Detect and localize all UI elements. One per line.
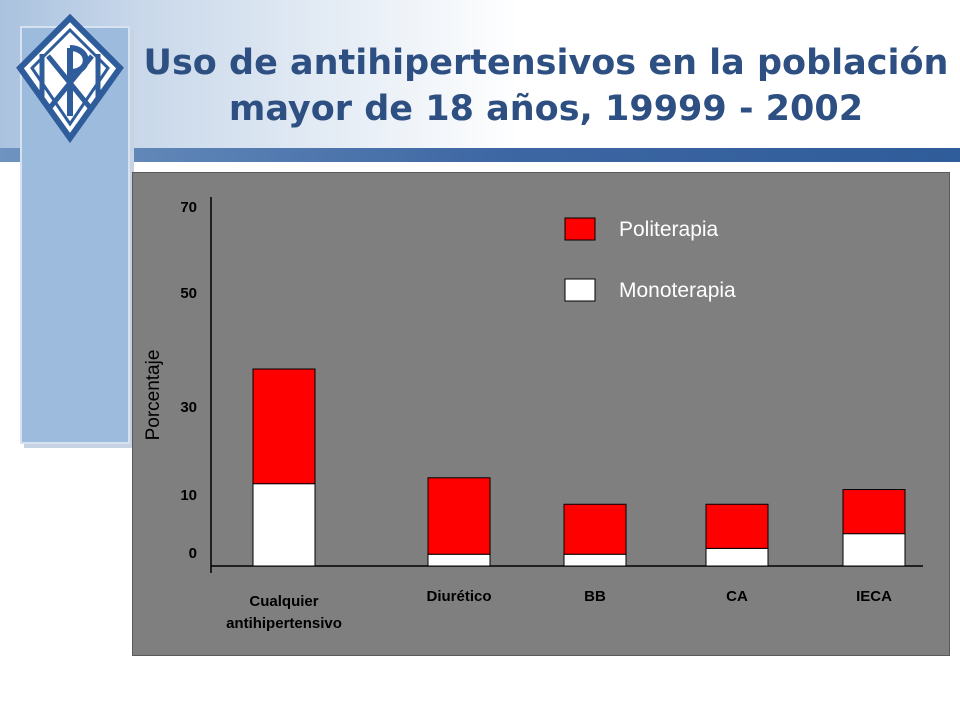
chart-area: 0 10 30 50 70 Porcentaje Cualquier antihipert… — [132, 172, 950, 656]
category-labels: Cualquier antihipertensivo Diurético BB CA IE… — [226, 588, 892, 632]
bar-cualquier-antihipertensivo-politerapia — [252, 368, 316, 485]
bar-ca-monoterapia — [705, 547, 769, 567]
category-label-bb: BB — [584, 588, 606, 605]
header-band — [0, 0, 960, 150]
bar-diuretico-monoterapia — [427, 553, 491, 567]
category-label-ieca: IECA — [856, 588, 892, 605]
category-label-ca: CA — [726, 588, 748, 605]
y-axis-title: Porcentaje — [143, 350, 164, 441]
y-tick-label-50: 50 — [180, 285, 197, 302]
legend-swatch-monoterapia — [564, 278, 596, 302]
bar-bb-monoterapia — [563, 553, 627, 567]
bar-ca-politerapia — [705, 503, 769, 549]
bars — [252, 368, 906, 567]
slide-title-line-1: Uso de antihipertensivos en la población — [143, 43, 949, 83]
stacked-bar-chart: 0 10 30 50 70 Porcentaje Cualquier antihipert… — [143, 197, 923, 632]
slide-title-line-2: mayor de 18 años, 19999 - 2002 — [228, 89, 864, 129]
bar-diuretico-politerapia — [427, 477, 491, 555]
bar-ieca-politerapia — [842, 489, 906, 535]
chi-rho-logo — [16, 14, 124, 144]
y-tick-label-0: 0 — [189, 545, 197, 562]
bar-bb-politerapia — [563, 503, 627, 555]
bar-ieca-monoterapia — [842, 533, 906, 567]
y-tick-label-70: 70 — [180, 199, 197, 216]
y-tick-label-30: 30 — [180, 399, 197, 416]
header-rule — [0, 148, 960, 162]
slide-title: Uso de antihipertensivos en la población… — [136, 40, 956, 132]
legend-label-monoterapia: Monoterapia — [619, 279, 736, 302]
legend-label-politerapia: Politerapia — [619, 218, 719, 241]
category-label-cualquier-antihipertensivo: Cualquier antihipertensivo — [226, 593, 342, 632]
y-tick-label-10: 10 — [180, 487, 197, 504]
legend-swatch-politerapia — [564, 217, 596, 241]
y-tick-labels: 0 10 30 50 70 — [180, 199, 197, 562]
category-label-diuretico: Diurético — [426, 588, 491, 605]
bar-cualquier-antihipertensivo-monoterapia — [252, 483, 316, 567]
legend: Politerapia Monoterapia — [564, 217, 736, 302]
